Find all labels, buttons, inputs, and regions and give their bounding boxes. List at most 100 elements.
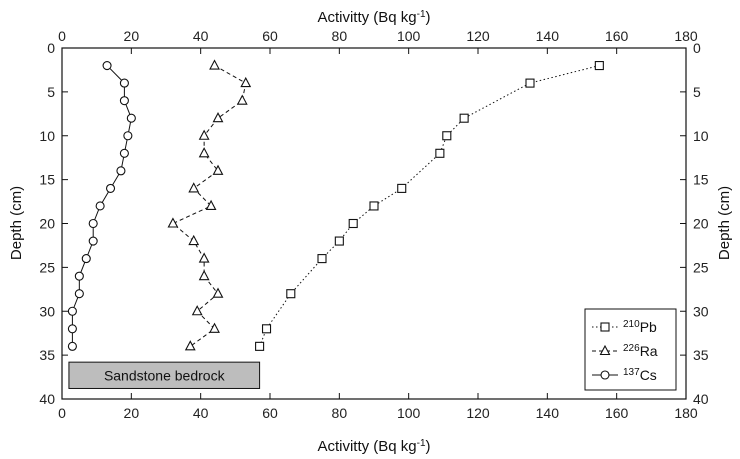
data-point	[286, 289, 296, 299]
y-tick-label-left: 35	[39, 347, 55, 363]
y-tick-label-right: 25	[693, 259, 709, 275]
data-point	[81, 254, 91, 264]
data-point	[88, 236, 98, 246]
data-point	[198, 147, 210, 158]
y-tick-label-left: 0	[47, 40, 55, 56]
x-tick-label-top: 0	[58, 28, 66, 44]
data-point	[317, 254, 327, 264]
data-point	[188, 182, 200, 193]
plot-frame	[61, 47, 687, 400]
data-point	[205, 199, 217, 210]
y-axis-label-left: Depth (cm)	[8, 186, 25, 260]
bedrock-label: Sandstone bedrock	[104, 367, 226, 383]
y-axis-label-right: Depth (cm)	[716, 186, 733, 260]
y-tick-label-left: 5	[47, 84, 55, 100]
x-tick-label-top: 140	[536, 28, 560, 44]
x-tick-label-bottom: 40	[193, 405, 209, 421]
legend-marker	[600, 322, 610, 332]
y-tick-label-left: 40	[39, 391, 55, 407]
data-point	[74, 289, 84, 299]
series-pb	[255, 60, 604, 351]
series-cs	[67, 61, 136, 351]
data-point	[95, 201, 105, 211]
data-point	[261, 324, 272, 334]
data-point	[67, 306, 77, 316]
data-point	[334, 236, 344, 246]
x-tick-label-bottom: 0	[58, 405, 66, 421]
x-tick-label-bottom: 180	[674, 405, 698, 421]
legend-label-isotope-number: 226	[623, 343, 640, 354]
y-tick-label-left: 30	[39, 303, 55, 319]
x-tick-label-top: 40	[193, 28, 209, 44]
data-point	[119, 148, 129, 158]
data-point	[209, 59, 220, 70]
y-tick-label-right: 10	[693, 128, 709, 144]
x-tick-label-top: 120	[466, 28, 490, 44]
x-tick-label-top: 20	[124, 28, 140, 44]
y-tick-label-right: 40	[693, 391, 709, 407]
legend-label: 210Pb	[623, 319, 657, 336]
x-axis-label-top-sup: -1	[417, 9, 426, 20]
data-point	[348, 218, 358, 229]
series-line	[172, 65, 247, 347]
y-tick-label-right: 5	[693, 84, 701, 100]
legend-marker	[599, 344, 611, 356]
x-tick-label-bottom: 120	[466, 405, 490, 421]
data-point	[126, 113, 136, 123]
y-tick-label-left: 20	[39, 216, 55, 232]
x-tick-label-top: 160	[605, 28, 629, 44]
data-point	[240, 76, 252, 88]
data-point	[435, 148, 445, 158]
x-axis-label-top-text: Activitty (Bq kg	[317, 9, 416, 26]
x-axis-label-bottom-sup: -1	[417, 438, 426, 449]
data-point	[236, 94, 248, 105]
x-axis-label-top-close: )	[426, 9, 431, 26]
data-point	[88, 218, 98, 229]
data-series	[67, 59, 604, 351]
data-point	[188, 234, 200, 246]
x-tick-label-top: 100	[397, 28, 421, 44]
data-point	[67, 324, 77, 334]
data-point	[209, 322, 220, 333]
bedrock-box	[68, 361, 261, 389]
x-tick-label-bottom: 140	[536, 405, 560, 421]
legend-label: 137Cs	[623, 367, 657, 384]
y-tick-label-left: 15	[39, 172, 55, 188]
x-tick-label-bottom: 160	[605, 405, 629, 421]
x-axis-label-bottom-text: Activitty (Bq kg	[317, 438, 416, 455]
legend-label-element: Ra	[640, 343, 658, 359]
data-point	[74, 271, 84, 281]
data-point	[198, 252, 210, 263]
legend-label-isotope-number: 137	[623, 367, 640, 378]
data-point	[67, 341, 77, 351]
x-axis-label-bottom-close: )	[426, 438, 431, 455]
data-point	[102, 61, 112, 71]
x-tick-label-bottom: 80	[332, 405, 348, 421]
legend-label: 226Ra	[623, 343, 658, 360]
y-tick-label-right: 35	[693, 347, 709, 363]
legend-label-element: Pb	[640, 319, 657, 335]
data-point	[198, 269, 210, 281]
x-tick-label-bottom: 100	[397, 405, 421, 421]
legend-label-isotope-number: 210	[623, 319, 640, 330]
data-point	[397, 183, 407, 193]
x-tick-label-top: 180	[674, 28, 698, 44]
y-tick-label-right: 30	[693, 303, 709, 319]
data-point	[191, 305, 203, 316]
legend-marker	[600, 370, 610, 380]
data-point	[525, 78, 535, 88]
y-tick-label-right: 0	[693, 40, 701, 56]
legend-box	[584, 308, 677, 391]
x-tick-label-bottom: 20	[124, 405, 140, 421]
bedrock-annotation: Sandstone bedrock	[68, 361, 261, 389]
data-point	[255, 341, 265, 351]
x-axis-label-top: Activitty (Bq kg-1)	[317, 9, 430, 27]
data-point	[212, 164, 224, 175]
data-point	[123, 131, 133, 141]
series-ra	[167, 59, 252, 351]
x-tick-label-top: 60	[262, 28, 278, 44]
y-tick-label-left: 25	[39, 259, 55, 275]
data-point	[184, 340, 196, 351]
